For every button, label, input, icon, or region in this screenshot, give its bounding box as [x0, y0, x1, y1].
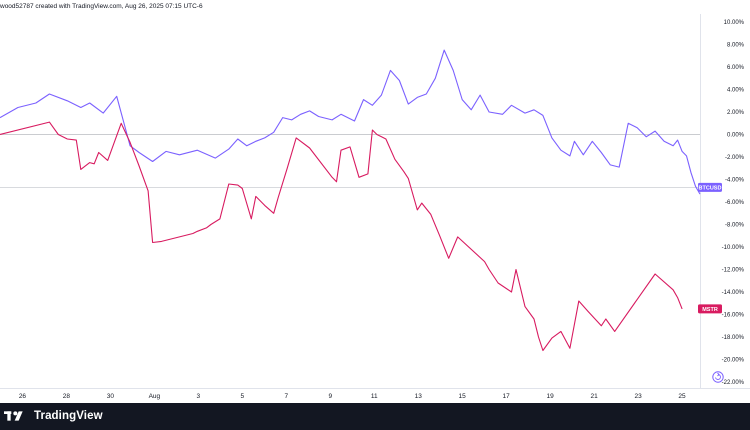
x-tick-label: 13 — [415, 393, 423, 400]
comparison-chart[interactable]: 10.00% 8.00% 6.00% 4.00% 2.00% 0.00% -2.00% -4.… — [0, 0, 750, 403]
reset-chart-icon[interactable] — [712, 371, 724, 383]
y-tick-label: 6.00% — [727, 65, 745, 71]
y-tick-label: -6.00% — [725, 200, 745, 206]
brand-name: TradingView — [34, 410, 103, 422]
series-lines — [0, 49, 701, 352]
x-tick-label: 28 — [63, 393, 71, 400]
y-tick-label: -16.00% — [722, 313, 745, 319]
y-tick-label: 0.00% — [727, 133, 745, 139]
series-badges: BTCUSD MSTR — [698, 182, 722, 314]
y-tick-label: -4.00% — [725, 178, 745, 184]
x-tick-label: 3 — [197, 393, 201, 400]
series-badge-mstr — [698, 304, 722, 314]
x-tick-label: Aug — [149, 393, 161, 400]
y-tick-label: -8.00% — [725, 223, 745, 229]
y-tick-label: 10.00% — [724, 20, 745, 26]
y-tick-label: -18.00% — [722, 335, 745, 341]
x-tick-label: 30 — [107, 393, 115, 400]
price-scale: 10.00% 8.00% 6.00% 4.00% 2.00% 0.00% -2.00% -4.… — [722, 20, 745, 386]
x-tick-label: 5 — [240, 393, 244, 400]
x-tick-label: 7 — [284, 393, 288, 400]
x-tick-label: 9 — [328, 393, 332, 400]
series-badge-btcusd — [698, 182, 722, 192]
y-tick-label: -12.00% — [722, 268, 745, 274]
gridlines — [0, 14, 750, 389]
x-tick-label: 17 — [503, 393, 511, 400]
x-tick-label: 25 — [678, 393, 686, 400]
x-tick-label: 11 — [371, 393, 378, 400]
y-tick-label: -2.00% — [725, 155, 745, 161]
y-tick-label: -10.00% — [722, 245, 745, 251]
y-tick-label: 4.00% — [727, 88, 745, 94]
x-tick-label: 23 — [634, 393, 642, 400]
time-scale: 26 28 30 Aug 3 5 7 9 11 13 15 17 19 21 23 25 — [19, 393, 686, 400]
y-tick-label: 2.00% — [727, 110, 745, 116]
footer-bar — [0, 403, 750, 430]
x-tick-label: 26 — [19, 393, 27, 400]
y-tick-label: 8.00% — [727, 43, 745, 49]
x-tick-label: 21 — [590, 393, 598, 400]
series-line-mstr[interactable] — [0, 121, 683, 352]
x-tick-label: 19 — [547, 393, 555, 400]
series-badge-label: BTCUSD — [699, 185, 722, 191]
series-line-btcusd[interactable] — [0, 49, 701, 195]
y-tick-label: -14.00% — [722, 290, 745, 296]
tradingview-mark-icon — [4, 411, 23, 421]
series-badge-label: MSTR — [702, 307, 718, 313]
chart-caption: wood52787 created with TradingView.com, … — [0, 3, 203, 10]
y-tick-label: -20.00% — [722, 358, 745, 364]
tradingview-logo[interactable]: TradingView — [4, 406, 103, 426]
x-tick-label: 15 — [459, 393, 467, 400]
y-tick-label: -22.00% — [722, 380, 745, 386]
